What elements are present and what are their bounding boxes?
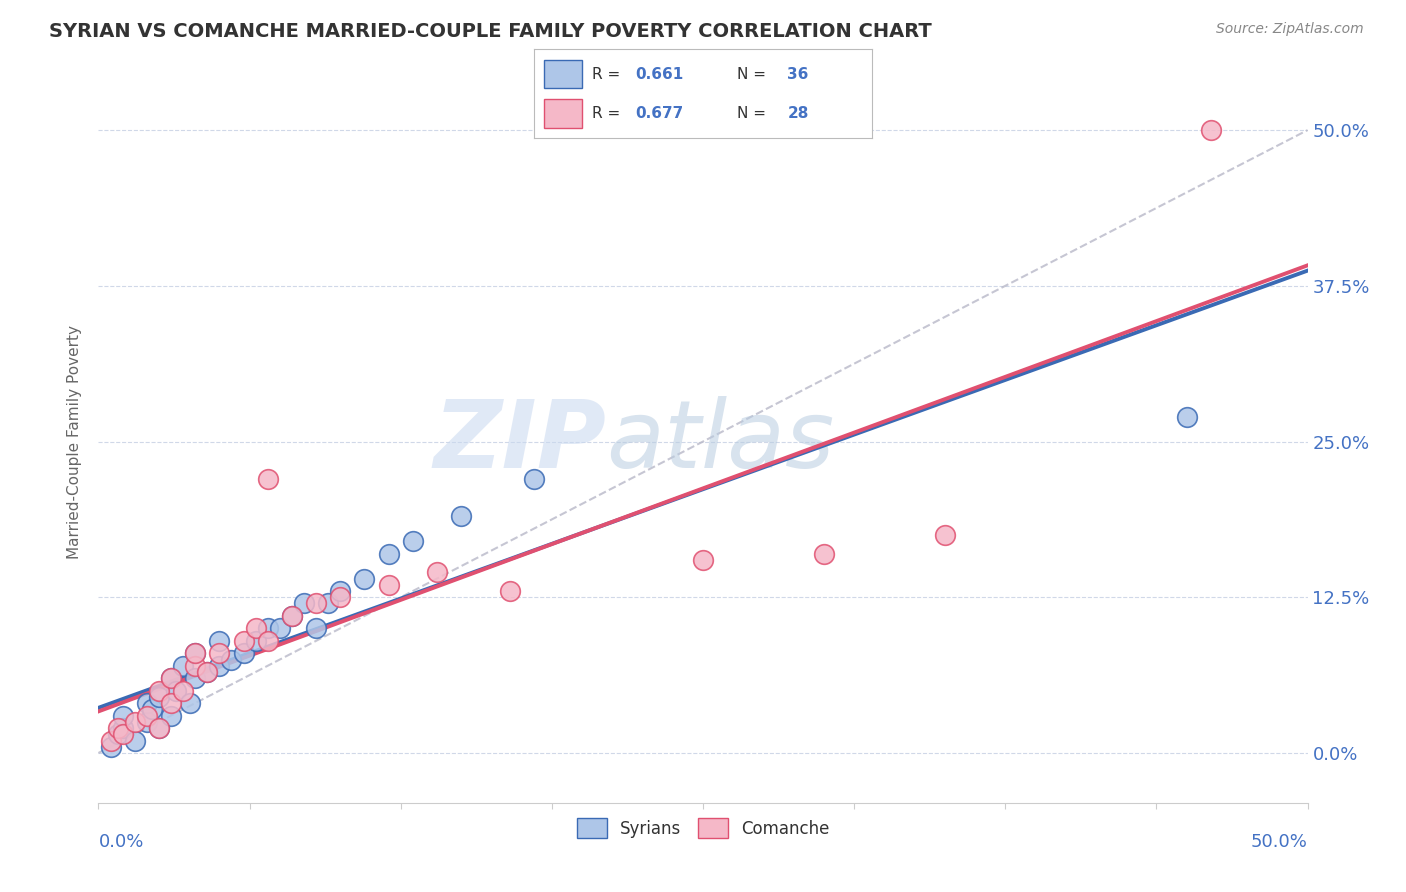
Point [221, 652, 243, 666]
Point [316, 597, 339, 611]
Point [160, 671, 183, 685]
Point [124, 733, 146, 747]
Text: N =: N = [737, 67, 770, 81]
Point [100, 739, 122, 754]
Point [329, 584, 352, 599]
Point [232, 633, 254, 648]
Point [195, 665, 218, 679]
Point [172, 683, 194, 698]
Text: 50.0%: 50.0% [1251, 833, 1308, 851]
Point [281, 609, 304, 624]
Point [165, 683, 187, 698]
Point [934, 528, 956, 542]
Point [111, 708, 134, 723]
Point [148, 721, 170, 735]
Point [353, 572, 375, 586]
Text: ZIP: ZIP [433, 395, 606, 488]
Point [184, 646, 207, 660]
Y-axis label: Married-Couple Family Poverty: Married-Couple Family Poverty [67, 325, 83, 558]
Point [160, 671, 183, 685]
Text: N =: N = [737, 106, 770, 120]
Text: 36: 36 [787, 67, 808, 81]
Point [232, 646, 254, 660]
Point [148, 683, 170, 698]
Point [256, 472, 278, 486]
Text: 0.0%: 0.0% [98, 833, 143, 851]
Point [329, 591, 352, 605]
Point [179, 696, 201, 710]
Point [107, 727, 129, 741]
Point [498, 584, 520, 599]
Point [124, 714, 146, 729]
Point [523, 472, 546, 486]
Legend: Syrians, Comanche: Syrians, Comanche [569, 812, 837, 845]
Point [160, 696, 183, 710]
Point [1175, 409, 1198, 424]
Point [148, 690, 170, 704]
Point [184, 658, 207, 673]
Point [160, 708, 183, 723]
Point [135, 696, 157, 710]
FancyBboxPatch shape [544, 99, 582, 128]
Point [141, 702, 163, 716]
Point [184, 646, 207, 660]
Point [135, 714, 157, 729]
Point [195, 665, 218, 679]
Point [450, 509, 472, 524]
Point [107, 721, 129, 735]
Point [1199, 123, 1222, 137]
Point [813, 547, 835, 561]
Point [184, 671, 207, 685]
Point [245, 633, 267, 648]
Point [208, 646, 231, 660]
Text: Source: ZipAtlas.com: Source: ZipAtlas.com [1216, 22, 1364, 37]
Point [692, 553, 714, 567]
Text: atlas: atlas [606, 396, 835, 487]
Point [208, 658, 231, 673]
Text: R =: R = [592, 106, 624, 120]
Text: R =: R = [592, 67, 624, 81]
Point [256, 633, 278, 648]
Point [305, 597, 328, 611]
Point [100, 733, 122, 747]
Point [402, 534, 425, 549]
Text: SYRIAN VS COMANCHE MARRIED-COUPLE FAMILY POVERTY CORRELATION CHART: SYRIAN VS COMANCHE MARRIED-COUPLE FAMILY… [49, 22, 932, 41]
Point [135, 708, 157, 723]
Point [208, 633, 231, 648]
Point [292, 597, 315, 611]
Point [377, 578, 399, 592]
FancyBboxPatch shape [544, 60, 582, 88]
Point [281, 609, 304, 624]
Point [426, 566, 449, 580]
Point [256, 621, 278, 635]
Text: 0.661: 0.661 [636, 67, 683, 81]
Point [111, 727, 134, 741]
Point [172, 658, 194, 673]
Text: 28: 28 [787, 106, 808, 120]
Text: 0.677: 0.677 [636, 106, 683, 120]
Point [245, 621, 267, 635]
Point [305, 621, 328, 635]
Point [111, 721, 134, 735]
Point [148, 721, 170, 735]
Point [269, 621, 291, 635]
Point [377, 547, 399, 561]
